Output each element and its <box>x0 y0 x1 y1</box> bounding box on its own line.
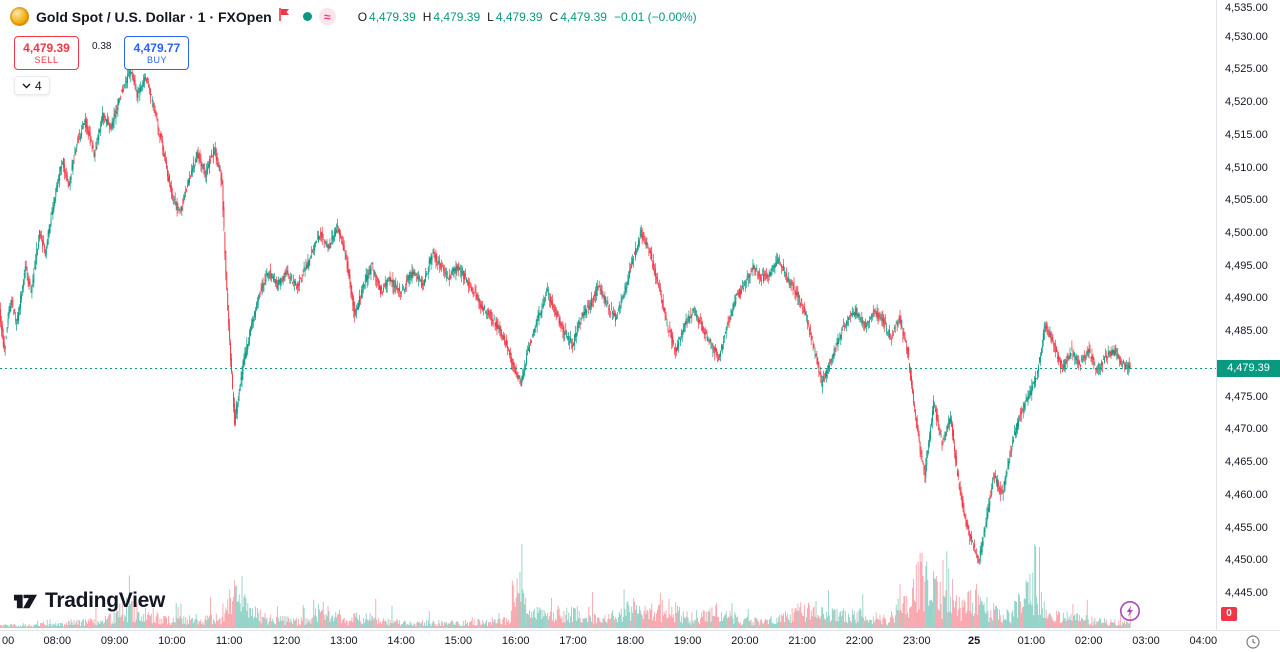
volume-bars-up <box>4 544 1129 628</box>
market-open-icon[interactable] <box>302 12 312 21</box>
price-axis-label: 4,490.00 <box>1225 292 1268 305</box>
price-axis-label: 4,445.00 <box>1225 586 1268 599</box>
time-axis-label: 18:00 <box>616 635 645 647</box>
clock-icon[interactable] <box>1245 634 1261 650</box>
tradingview-logo[interactable]: TradingView <box>12 589 165 613</box>
volume-bars-down <box>0 552 1131 628</box>
time-axis-label: 03:00 <box>1132 635 1160 647</box>
time-axis-label: 22:00 <box>845 635 874 647</box>
buy-button[interactable]: 4,479.77 BUY <box>124 36 190 70</box>
sell-label: SELL <box>34 54 59 65</box>
time-axis-label: 14:00 <box>387 635 415 647</box>
price-axis-label: 4,465.00 <box>1225 456 1268 469</box>
time-axis-label: 23:00 <box>903 635 931 647</box>
time-axis-label: 15:00 <box>444 635 473 647</box>
buy-label: BUY <box>146 54 167 65</box>
sell-button[interactable]: 4,479.39 SELL <box>14 36 79 70</box>
gold-coin-icon[interactable] <box>10 7 29 26</box>
buy-sell-panel: 4,479.39 SELL 0.38 4,479.77 BUY <box>14 36 190 70</box>
tradingview-logo-text: TradingView <box>45 589 166 612</box>
symbol-title[interactable]: Gold Spot / U.S. Dollar · 1 · FXOpen <box>36 8 272 25</box>
price-axis-label: 4,520.00 <box>1225 96 1268 109</box>
low-value: 4,479.39 <box>495 9 543 24</box>
price-axis-label: 4,460.00 <box>1225 488 1268 501</box>
time-axis-label: 00 <box>2 635 15 647</box>
price-axis-label: 4,495.00 <box>1225 259 1268 272</box>
time-axis-label: 04:00 <box>1189 635 1218 647</box>
open-value: 4,479.39 <box>369 9 416 24</box>
close-value: 4,479.39 <box>560 9 607 24</box>
price-axis-label: 4,525.00 <box>1225 63 1268 76</box>
time-axis-label: 12:00 <box>272 635 301 647</box>
change-value: −0.01 (−0.00%) <box>613 9 697 24</box>
high-value: 4,479.39 <box>433 9 481 24</box>
lightning-icon[interactable] <box>1119 600 1141 622</box>
price-axis-label: 4,505.00 <box>1225 194 1268 207</box>
chevron-down-icon <box>22 83 31 88</box>
price-axis-label: 4,450.00 <box>1225 554 1268 567</box>
sell-price: 4,479.39 <box>23 40 70 55</box>
chart-plot-area[interactable] <box>0 0 1216 630</box>
price-axis-label: 4,455.00 <box>1225 521 1268 534</box>
buy-price: 4,479.77 <box>133 40 181 55</box>
indicators-count-toggle[interactable]: 4 <box>14 76 50 95</box>
high-label: H <box>422 9 432 24</box>
open-label: O <box>357 9 368 24</box>
price-axis-label: 4,500.00 <box>1225 227 1268 240</box>
price-axis-label: 4,470.00 <box>1225 423 1268 436</box>
price-axis-label: 4,485.00 <box>1225 325 1268 338</box>
candlestick-chart <box>0 62 1131 628</box>
time-axis-label: 13:00 <box>330 635 358 647</box>
last-price-label: 4,479.39 <box>1217 360 1280 377</box>
time-axis-label: 21:00 <box>788 635 816 647</box>
time-axis-label: 09:00 <box>100 635 129 647</box>
candle-wicks-down <box>0 64 1131 565</box>
price-axis-label: 4,530.00 <box>1225 30 1268 43</box>
close-label: C <box>549 9 559 24</box>
flag-icon[interactable] <box>278 7 290 26</box>
time-axis-label: 10:00 <box>158 635 186 647</box>
approximate-values-icon[interactable]: ≈ <box>318 8 336 25</box>
time-axis-label: 16:00 <box>501 635 530 647</box>
price-axis-label: 4,515.00 <box>1225 128 1268 141</box>
low-label: L <box>487 9 494 24</box>
spread-value: 0.38 <box>92 41 112 52</box>
time-axis[interactable]: 00 08:00 09:00 10:00 11:00 12:00 13:00 14:00 15:… <box>0 630 1280 652</box>
price-axis-label: 4,535.00 <box>1225 2 1268 14</box>
time-axis-label: 11:00 <box>215 635 243 647</box>
time-axis-label: 17:00 <box>559 635 587 647</box>
time-axis-label: 08:00 <box>43 635 72 647</box>
time-axis-label: 25 <box>967 635 981 647</box>
time-axis-label: 20:00 <box>731 635 759 647</box>
zero-badge: 0 <box>1221 607 1237 621</box>
time-axis-label: 02:00 <box>1074 635 1103 647</box>
time-axis-label: 19:00 <box>673 635 702 647</box>
tradingview-logo-icon <box>14 594 37 608</box>
time-axis-label: 01:00 <box>1017 635 1046 647</box>
chart-legend: Gold Spot / U.S. Dollar · 1 · FXOpen ≈ O… <box>10 7 697 26</box>
indicators-count: 4 <box>35 78 42 93</box>
price-axis[interactable]: 4,535.00 4,530.00 4,525.00 4,520.00 4,515.00… <box>1216 0 1280 630</box>
price-axis-label: 4,510.00 <box>1225 161 1268 174</box>
ohlc-values: O 4,479.39 H 4,479.39 L 4,479.39 C 4,479.39 … <box>351 10 697 24</box>
price-axis-label: 4,475.00 <box>1225 390 1268 403</box>
last-price-line <box>0 368 1216 369</box>
